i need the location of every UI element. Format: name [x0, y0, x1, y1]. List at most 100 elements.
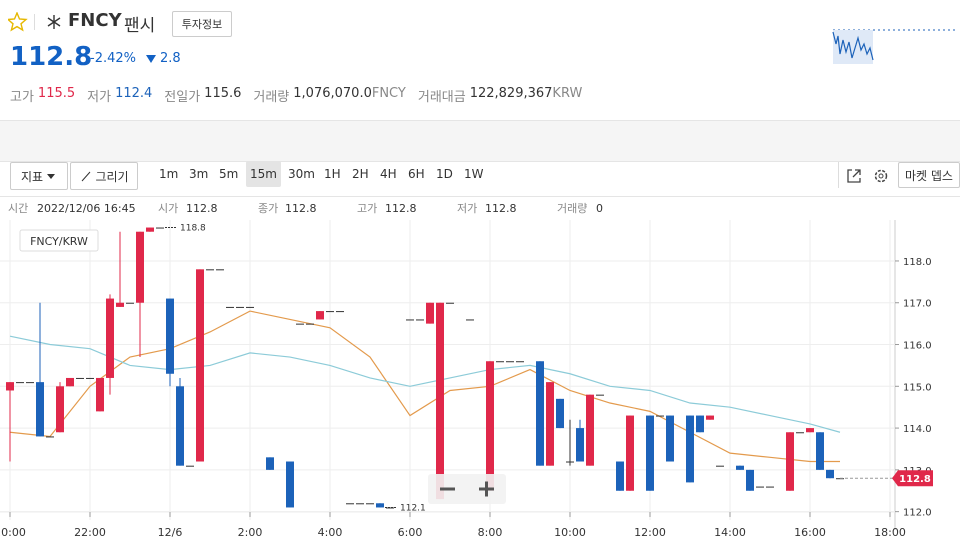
label: 그리기 [95, 169, 129, 184]
separator [34, 14, 35, 30]
stat-unit: FNCY [371, 86, 406, 101]
info-value: 112.8 [385, 202, 417, 215]
coin-name: 팬시 [124, 16, 156, 36]
candle-body [286, 461, 294, 508]
candle-body [566, 461, 574, 463]
market-depth-button[interactable]: 마켓 뎁스 [898, 162, 960, 188]
candle-body [266, 457, 274, 470]
x-tick-label: 10:00 [554, 526, 586, 539]
interval-button[interactable]: 6H [408, 167, 425, 181]
x-tick-label: 18:00 [874, 526, 906, 539]
change-rate: -2.42% [90, 51, 136, 66]
info-value: 112.8 [485, 202, 517, 215]
x-tick-label: 12/6 [158, 526, 183, 539]
candle-body [166, 298, 174, 374]
stats-row: 고가 115.5 저가 112.4 전일가 115.6 거래량 1,076,070.0 FNCY… [10, 86, 594, 105]
candle-body [376, 503, 384, 508]
candle-body [686, 415, 694, 483]
stat-value: 112.4 [115, 86, 153, 101]
interval-button[interactable]: 2H [352, 167, 369, 181]
x-tick-label: 16:00 [794, 526, 826, 539]
candle-body [716, 465, 724, 467]
zoom-panel [428, 474, 506, 504]
info-label: 시간 [8, 202, 28, 215]
candle-body [536, 361, 544, 466]
candle-body [586, 394, 594, 466]
band [0, 120, 960, 162]
candle-body [106, 298, 114, 378]
x-tick-label: 20:00 [0, 526, 26, 539]
x-tick-label: 12:00 [634, 526, 666, 539]
candle-body [176, 386, 184, 466]
separator [838, 162, 839, 188]
candle-body [156, 227, 164, 229]
draw-button[interactable]: 그리기 [70, 162, 138, 190]
stat: 거래량 1,076,070.0 FNCY [253, 86, 405, 105]
candle-body [366, 503, 374, 505]
x-tick-label: 14:00 [714, 526, 746, 539]
y-tick-label: 112.0 [903, 508, 932, 519]
last-price-tag [892, 470, 933, 487]
candle-body [706, 415, 714, 420]
candle-body [326, 311, 334, 313]
stat-label: 저가 [87, 90, 112, 105]
info-label: 시가 [158, 202, 178, 215]
interval-button[interactable]: 1D [436, 167, 453, 181]
candle-body [546, 382, 554, 466]
interval-button[interactable]: 15m [246, 161, 281, 187]
x-tick-label: 22:00 [74, 526, 106, 539]
indicator-button[interactable]: 지표 [10, 162, 68, 190]
info-label: 고가 [357, 202, 377, 215]
last-price-label: 112.8 [899, 474, 931, 485]
stat-value: 115.5 [37, 86, 76, 101]
max-label: 118.8 [180, 224, 206, 234]
stat-value: 1,076,070.0 [293, 86, 372, 101]
candle-body [136, 231, 144, 303]
stat: 고가 115.5 [10, 86, 75, 105]
candle-body [336, 311, 344, 313]
zoom-in-button[interactable] [479, 481, 494, 497]
stat-label: 거래대금 [417, 90, 466, 105]
candle-body [236, 306, 244, 308]
y-tick-label: 116.0 [903, 341, 932, 352]
interval-button[interactable]: 30m [288, 167, 315, 181]
interval-button[interactable]: 4H [380, 167, 397, 181]
candle-body [406, 319, 414, 321]
stat-value: 115.6 [204, 86, 242, 101]
candle-body [76, 377, 84, 379]
info-button[interactable]: 투자정보 [172, 11, 232, 37]
favorite-star[interactable] [8, 12, 28, 32]
candle-body [56, 386, 64, 433]
interval-button[interactable]: 5m [219, 167, 239, 181]
interval-button[interactable]: 3m [189, 167, 209, 181]
interval-button[interactable]: 1H [324, 167, 341, 181]
info-value: 2022/12/06 16:45 [37, 202, 136, 215]
moving-average [9, 335, 841, 433]
candle-body [556, 398, 564, 429]
candle-body [666, 415, 674, 462]
candle-body [436, 302, 444, 500]
stat-value: 122,829,367 [469, 86, 553, 101]
candle-body [816, 432, 824, 470]
candle-body [806, 428, 814, 433]
popout-icon[interactable] [846, 168, 862, 184]
candle-body [446, 302, 454, 304]
interval-button[interactable]: 1W [464, 167, 484, 181]
x-tick-label: 6:00 [398, 526, 423, 539]
candle-body [506, 361, 514, 363]
candle-body [146, 227, 154, 232]
label: 지표 [20, 169, 44, 184]
candle-body [26, 382, 34, 384]
settings-icon[interactable] [873, 168, 889, 184]
candle-body [346, 503, 354, 505]
candle-body [6, 382, 14, 391]
candle-body [216, 269, 224, 271]
info-value: 0 [596, 202, 603, 215]
info-label: 거래량 [557, 202, 587, 215]
current-price: 112.8 [10, 42, 93, 72]
interval-button[interactable]: 1m [159, 167, 179, 181]
down-arrow [146, 55, 156, 63]
candle-body [516, 361, 524, 363]
y-tick-label: 117.0 [903, 299, 932, 310]
